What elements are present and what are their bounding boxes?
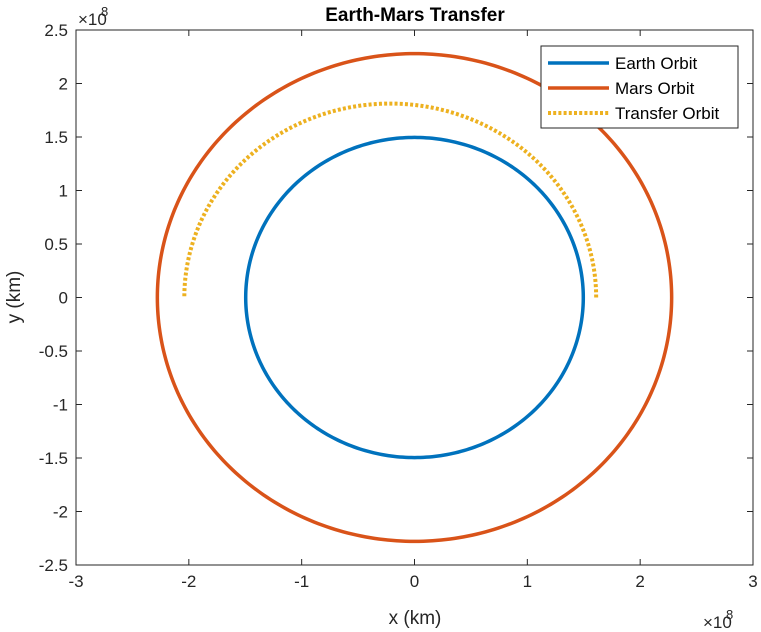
x-axis-label: x (km) xyxy=(389,608,442,629)
x-exponent-label: ×10 8 xyxy=(703,607,733,632)
y-tick-label: 2 xyxy=(59,75,68,94)
y-tick-label: 0 xyxy=(59,289,68,308)
legend-label: Transfer Orbit xyxy=(615,104,720,123)
x-tick-label: -1 xyxy=(294,572,309,591)
y-tick-label: -2 xyxy=(53,503,68,522)
svg-text:8: 8 xyxy=(101,4,108,19)
x-axis-ticks: -3 -2 -1 0 1 2 3 xyxy=(68,30,758,591)
y-tick-label: -2.5 xyxy=(39,556,68,575)
x-tick-label: 2 xyxy=(635,572,644,591)
legend-label: Mars Orbit xyxy=(615,79,695,98)
legend-label: Earth Orbit xyxy=(615,54,697,73)
y-exponent-label: ×10 8 xyxy=(78,4,108,29)
y-tick-label: -0.5 xyxy=(39,342,68,361)
x-tick-label: 0 xyxy=(410,572,419,591)
y-tick-label: 1 xyxy=(59,182,68,201)
series-line-earth-orbit xyxy=(243,135,586,460)
svg-text:×10: ×10 xyxy=(703,613,732,632)
y-axis-ticks: -2.5 -2 -1.5 -1 -0.5 0 0.5 1 1.5 2 2.5 xyxy=(39,21,753,575)
y-tick-label: -1 xyxy=(53,396,68,415)
x-tick-label: -2 xyxy=(181,572,196,591)
series-line-transfer-orbit xyxy=(182,101,599,298)
y-tick-label: -1.5 xyxy=(39,449,68,468)
y-tick-label: 1.5 xyxy=(44,128,68,147)
svg-text:8: 8 xyxy=(726,607,733,622)
svg-text:×10: ×10 xyxy=(78,10,107,29)
chart-title: Earth-Mars Transfer xyxy=(325,5,505,26)
y-axis-label: y (km) xyxy=(4,271,25,324)
y-tick-label: 0.5 xyxy=(44,235,68,254)
x-tick-label: 3 xyxy=(748,572,757,591)
y-tick-label: 2.5 xyxy=(44,21,68,40)
x-tick-label: 1 xyxy=(523,572,532,591)
legend: Earth Orbit Mars Orbit Transfer Orbit xyxy=(540,45,739,129)
x-tick-label: -3 xyxy=(68,572,83,591)
